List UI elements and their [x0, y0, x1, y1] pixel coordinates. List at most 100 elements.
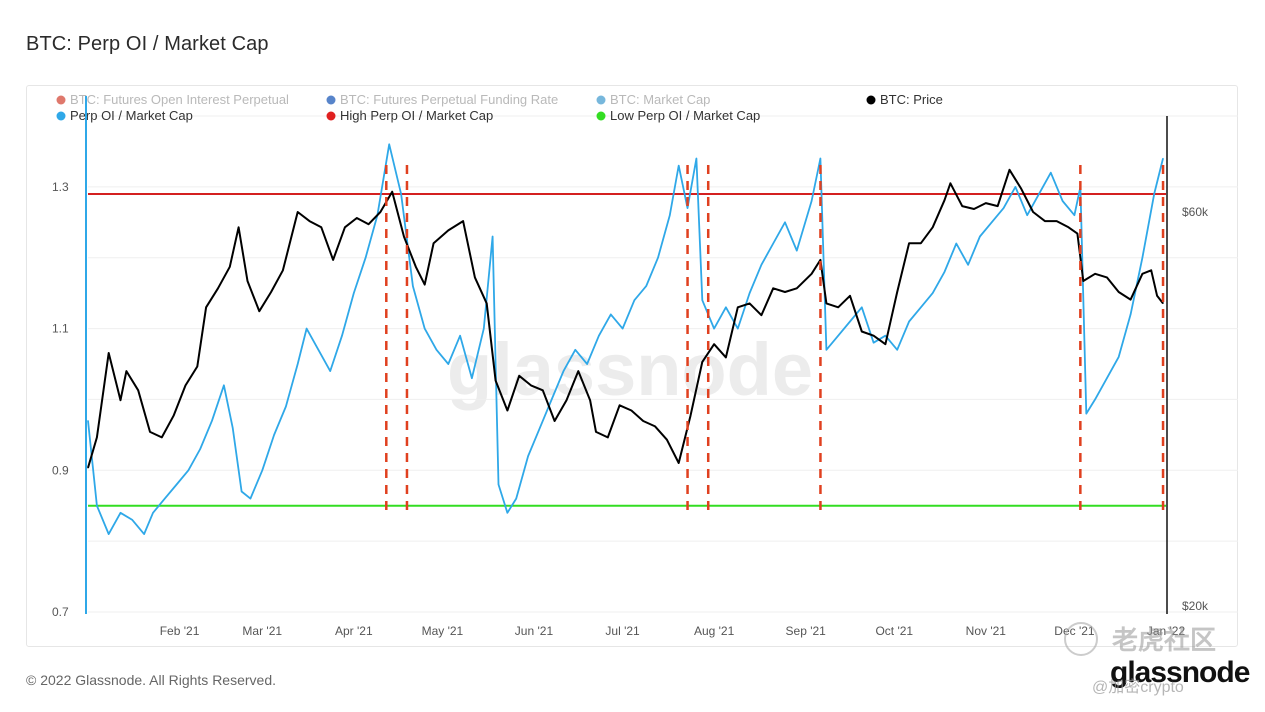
- legend-swatch-icon: [596, 111, 606, 121]
- y-left-tick-label: 0.7: [52, 605, 69, 619]
- btc-price-point: [961, 205, 963, 207]
- btc-price-point: [270, 291, 272, 293]
- btc-price-point: [796, 287, 798, 289]
- perp-oi-point: [353, 292, 355, 294]
- btc-price-point: [1044, 220, 1046, 222]
- perp-oi-point: [447, 363, 449, 365]
- btc-price-point: [1032, 211, 1034, 213]
- btc-price-point: [1156, 295, 1158, 297]
- btc-price-point: [246, 280, 249, 282]
- btc-price-point: [554, 420, 556, 422]
- btc-price-point: [258, 310, 260, 312]
- perp-oi-point: [1129, 313, 1132, 315]
- perp-oi-point: [908, 320, 910, 323]
- x-tick-label: Jun '21: [515, 624, 554, 638]
- x-tick-label: Mar '21: [242, 624, 282, 638]
- btc-price-point: [619, 404, 621, 406]
- perp-oi-point: [1073, 214, 1076, 216]
- btc-price-point: [607, 436, 609, 439]
- perp-oi-point: [1141, 257, 1143, 259]
- perp-oi-point: [187, 469, 190, 471]
- btc-price-line: [87, 168, 1164, 469]
- btc-price-point: [486, 302, 488, 305]
- legend-swatch-icon: [326, 111, 336, 121]
- perp-oi-point: [365, 257, 367, 259]
- perp-oi-point: [515, 498, 517, 500]
- btc-price-point: [403, 236, 405, 238]
- perp-oi-point: [1014, 186, 1016, 188]
- btc-price-point: [1076, 232, 1078, 235]
- y-left-tick-label: 1.1: [52, 322, 69, 336]
- perp-oi-point: [143, 533, 145, 535]
- perp-oi-point: [621, 327, 624, 330]
- btc-price-point: [184, 384, 187, 386]
- perp-oi-point: [223, 384, 225, 386]
- perp-oi-point: [678, 165, 680, 167]
- perp-oi-point: [686, 207, 689, 209]
- btc-price-point: [748, 302, 751, 305]
- btc-price-point: [137, 389, 139, 391]
- x-tick-label: Jul '21: [605, 624, 640, 638]
- btc-price-point: [642, 420, 644, 422]
- btc-price-point: [920, 242, 922, 244]
- legend-swatch-icon: [56, 95, 66, 105]
- btc-price-point: [149, 431, 151, 433]
- legend-swatch-icon: [596, 95, 606, 105]
- perp-oi-point: [435, 349, 438, 351]
- perp-oi-point: [657, 257, 659, 259]
- x-tick-label: Apr '21: [335, 624, 373, 638]
- legend-item[interactable]: Low Perp OI / Market Cap: [596, 108, 761, 123]
- perp-oi-point: [232, 427, 234, 429]
- y-left-tick-label: 1.3: [52, 180, 69, 194]
- btc-price-point: [837, 306, 839, 308]
- btc-price-point: [494, 379, 497, 382]
- perp-oi-point: [819, 157, 822, 160]
- legend-item[interactable]: BTC: Futures Open Interest Perpetual: [56, 92, 290, 107]
- perp-oi-point: [737, 327, 739, 330]
- perp-oi-point: [837, 335, 839, 337]
- btc-price-point: [1162, 302, 1164, 305]
- signal-markers: [385, 165, 1165, 512]
- legend-item[interactable]: Perp OI / Market Cap: [56, 108, 193, 123]
- btc-price-point: [760, 314, 762, 316]
- perp-oi-point: [825, 349, 827, 351]
- perp-oi-point: [1153, 193, 1155, 195]
- perp-oi-point: [967, 264, 969, 266]
- btc-price-point: [344, 226, 346, 228]
- perp-oi-point: [317, 349, 319, 351]
- btc-price-point: [1118, 291, 1120, 293]
- btc-price-point: [119, 399, 122, 401]
- perp-oi-point: [400, 193, 402, 195]
- perp-oi-point: [713, 327, 715, 330]
- btc-price-point: [462, 220, 464, 222]
- btc-price-point: [1094, 273, 1096, 275]
- legend: BTC: Futures Open Interest Perpetual BTC:…: [56, 92, 943, 123]
- glassnode-logo: glassnode: [1110, 656, 1250, 689]
- gridlines: [88, 115, 1238, 613]
- legend-item[interactable]: High Perp OI / Market Cap: [326, 108, 494, 123]
- legend-item[interactable]: BTC: Futures Perpetual Funding Rate: [326, 92, 559, 107]
- perp-oi-point: [695, 157, 698, 160]
- perp-oi-point: [920, 306, 922, 308]
- perp-oi-point: [955, 242, 957, 245]
- perp-oi-point: [633, 299, 635, 301]
- btc-price-point: [701, 361, 703, 363]
- btc-price-point: [173, 415, 175, 417]
- y-left-tick-label: 0.9: [52, 463, 69, 477]
- x-tick-label: Aug '21: [694, 624, 735, 638]
- btc-price-point: [861, 330, 863, 333]
- chart-frame: [26, 85, 1238, 647]
- perp-oi-point: [305, 327, 308, 330]
- legend-label: High Perp OI / Market Cap: [340, 108, 493, 123]
- legend-item[interactable]: BTC: Price: [866, 92, 943, 107]
- btc-price-point: [884, 343, 887, 345]
- perp-oi-point: [873, 342, 875, 344]
- btc-price-point: [825, 302, 827, 305]
- btc-price-point: [577, 370, 579, 372]
- perp-oi-point: [131, 519, 133, 521]
- perp-oi-point: [412, 285, 414, 287]
- perp-oi-point: [1026, 214, 1028, 216]
- perp-oi-point: [527, 455, 529, 457]
- legend-item[interactable]: BTC: Market Cap: [596, 92, 711, 107]
